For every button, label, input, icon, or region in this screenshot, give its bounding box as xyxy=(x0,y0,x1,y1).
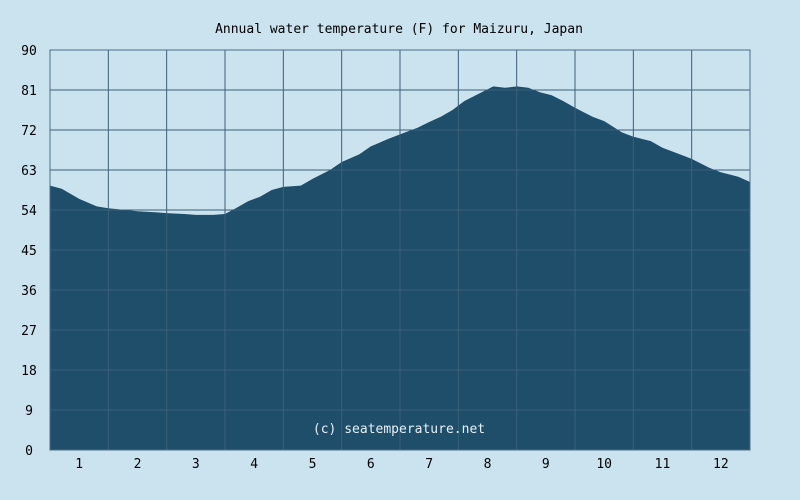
grid-layer xyxy=(49,49,751,451)
y-tick-label: 81 xyxy=(21,84,37,99)
y-tick-label: 90 xyxy=(21,44,37,59)
x-tick-label: 10 xyxy=(596,457,612,472)
y-axis-ticks: 0 9 18 27 36 45 54 63 72 81 90 xyxy=(21,44,37,459)
x-axis-ticks: 1 2 3 4 5 6 7 8 9 10 11 12 xyxy=(75,457,728,472)
x-tick-label: 3 xyxy=(192,457,200,472)
y-tick-label: 63 xyxy=(21,164,37,179)
x-tick-label: 7 xyxy=(425,457,433,472)
x-tick-label: 9 xyxy=(542,457,550,472)
y-tick-label: 54 xyxy=(21,204,37,219)
y-tick-label: 72 xyxy=(21,124,37,139)
y-tick-label: 36 xyxy=(21,284,37,299)
x-tick-label: 6 xyxy=(367,457,375,472)
x-tick-label: 5 xyxy=(309,457,317,472)
watermark: (c) seatemperature.net xyxy=(313,422,485,437)
x-tick-label: 12 xyxy=(713,457,729,472)
x-tick-label: 4 xyxy=(250,457,258,472)
x-tick-label: 2 xyxy=(134,457,142,472)
x-tick-label: 1 xyxy=(75,457,83,472)
y-tick-label: 45 xyxy=(21,244,37,259)
chart-title: Annual water temperature (F) for Maizuru… xyxy=(215,22,583,37)
plot-frame xyxy=(49,49,751,451)
y-tick-label: 18 xyxy=(21,364,37,379)
x-tick-label: 8 xyxy=(484,457,492,472)
y-tick-label: 0 xyxy=(25,444,33,459)
y-tick-label: 9 xyxy=(25,404,33,419)
x-tick-label: 11 xyxy=(655,457,671,472)
y-tick-label: 27 xyxy=(21,324,37,339)
